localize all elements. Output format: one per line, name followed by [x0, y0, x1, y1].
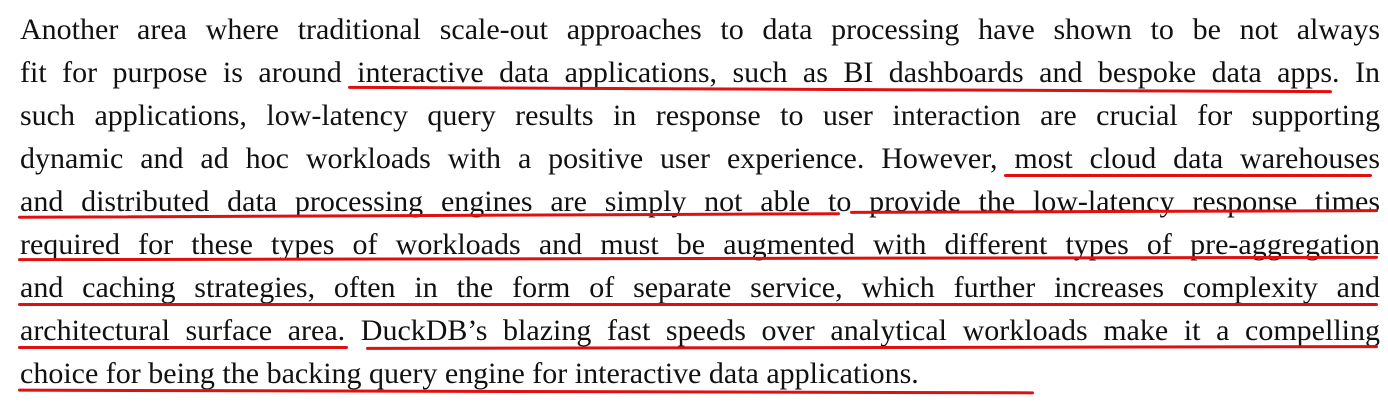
paragraph-line-3: such applications, low-latency query res…	[20, 99, 1380, 132]
paragraph-line-2: fit for purpose is around interactive da…	[20, 56, 1380, 89]
paragraph-line-4: dynamic and ad hoc workloads with a posi…	[20, 142, 1380, 175]
paragraph-line-7: and caching strategies, often in the for…	[20, 271, 1380, 304]
underline-mark	[18, 346, 348, 349]
underline-mark	[18, 303, 1378, 306]
paragraph-line-9: choice for being the backing query engin…	[20, 357, 919, 390]
underline-mark	[1004, 174, 1372, 177]
paragraph-line-8: architectural surface area. DuckDB’s bla…	[20, 314, 1380, 347]
paragraph-line-1: Another area where traditional scale-out…	[20, 13, 1380, 46]
paragraph-line-6: required for these types of workloads an…	[20, 228, 1380, 261]
